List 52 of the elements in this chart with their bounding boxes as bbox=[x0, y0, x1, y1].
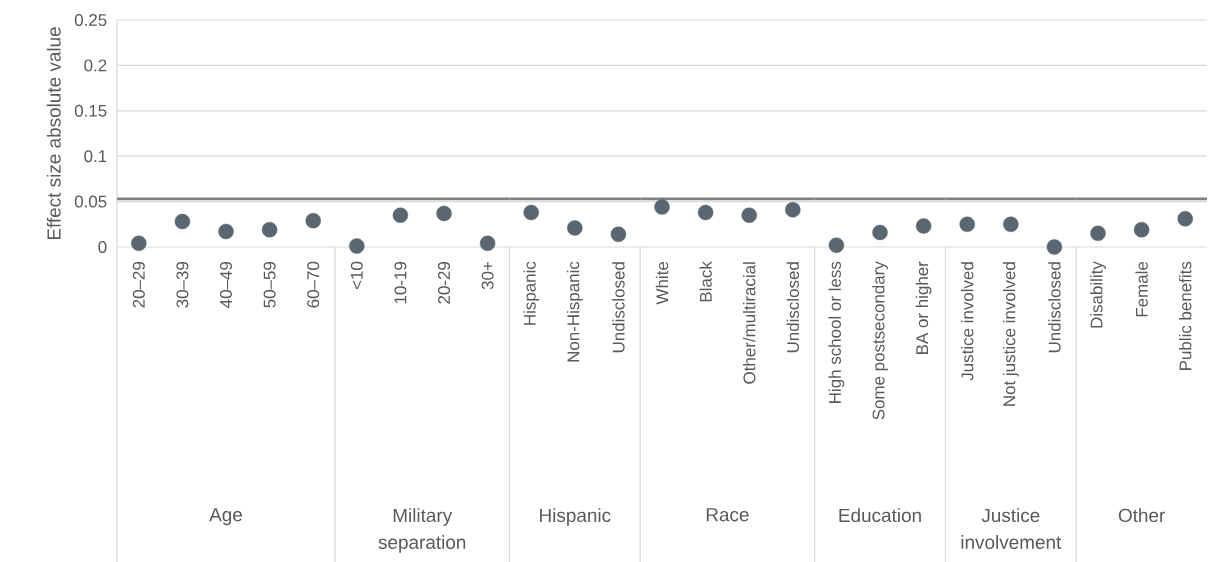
point bbox=[218, 223, 234, 240]
x-tick-label: Not justice involved bbox=[1002, 262, 1019, 406]
point bbox=[131, 235, 147, 252]
x-tick-label: Female bbox=[1135, 261, 1148, 317]
x-tick-label: Hispanic bbox=[523, 261, 540, 325]
x-tick-label: <10 bbox=[350, 261, 363, 290]
x-tick-label: 20–29 bbox=[132, 261, 145, 308]
point bbox=[305, 212, 321, 229]
y-tick-label: 0.05 bbox=[74, 195, 107, 208]
x-tick-label: 60–70 bbox=[307, 261, 320, 308]
point bbox=[261, 222, 278, 238]
x-tick-label: 30+ bbox=[481, 262, 494, 290]
x-tick-label: Public benefits bbox=[1179, 261, 1192, 370]
y-tick-label: 0.2 bbox=[84, 59, 107, 72]
x-tick-label: 40–49 bbox=[220, 261, 233, 308]
x-tick-label: High school or less bbox=[828, 261, 845, 403]
point bbox=[349, 238, 365, 254]
point bbox=[654, 199, 670, 215]
x-tick-label: Undisclosed bbox=[786, 262, 800, 353]
x-axis-title: Justice involvement bbox=[961, 508, 1062, 549]
x-axis-title: Race bbox=[706, 508, 749, 522]
x-axis-title: Education bbox=[839, 508, 921, 523]
x-axis-title: Age bbox=[209, 508, 242, 526]
x-tick-label: Undisclosed bbox=[612, 262, 625, 353]
y-tick-label: 0.1 bbox=[84, 150, 107, 163]
x-tick-label: 20-29 bbox=[438, 261, 451, 304]
y-tick-label: 0 bbox=[98, 240, 107, 253]
x-axis-title: Hispanic bbox=[540, 508, 611, 526]
x-tick-label: BA or higher bbox=[915, 261, 932, 354]
x-axis-title: Other bbox=[1118, 508, 1165, 523]
point bbox=[741, 207, 757, 223]
x-tick-label: Disability bbox=[1090, 261, 1106, 328]
point bbox=[174, 213, 191, 230]
x-tick-label: Undisclosed bbox=[1048, 262, 1061, 353]
x-tick-label: Some postsecondary bbox=[872, 261, 888, 420]
x-tick-label: 10-19 bbox=[394, 261, 407, 304]
x-tick-label: Justice involved bbox=[961, 262, 974, 381]
x-tick-label: White bbox=[655, 261, 669, 305]
x-tick-label: Other/multiracial bbox=[743, 262, 756, 384]
y-axis-title: Effect size absolute value bbox=[46, 27, 61, 240]
x-tick-label: Non-Hispanic bbox=[566, 261, 583, 362]
y-tick-label: 0.25 bbox=[74, 13, 107, 26]
point bbox=[392, 207, 409, 223]
point bbox=[785, 202, 801, 218]
x-tick-label: Black bbox=[699, 261, 712, 302]
point bbox=[479, 235, 496, 252]
point bbox=[697, 204, 714, 221]
x-tick-label: 30–39 bbox=[176, 261, 189, 308]
x-axis-title: Military separation bbox=[378, 508, 466, 553]
y-tick-label: 0.15 bbox=[74, 104, 107, 117]
x-tick-label: 50–59 bbox=[263, 261, 276, 308]
point bbox=[436, 205, 452, 222]
